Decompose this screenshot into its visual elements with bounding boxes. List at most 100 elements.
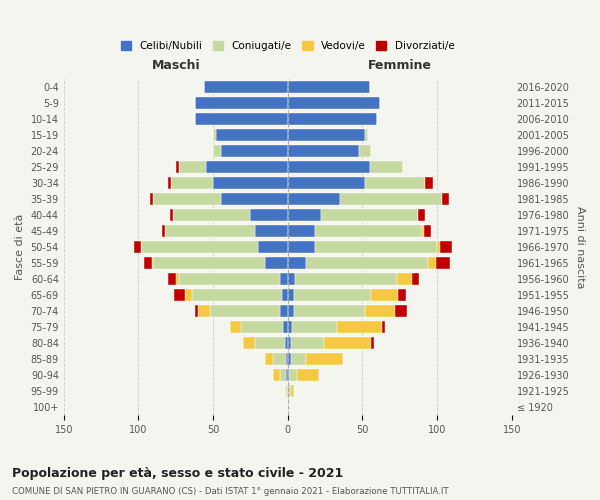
Bar — [230, 321, 241, 333]
Bar — [288, 273, 295, 285]
Bar — [365, 305, 395, 317]
Bar — [265, 353, 273, 365]
Bar — [195, 305, 198, 317]
Bar — [176, 273, 179, 285]
Bar — [382, 321, 385, 333]
Bar — [288, 193, 340, 205]
Bar — [288, 289, 294, 301]
Bar — [295, 273, 397, 285]
Bar — [154, 257, 265, 269]
Bar — [288, 113, 377, 125]
Bar — [273, 353, 286, 365]
Bar — [395, 305, 407, 317]
Bar — [243, 337, 255, 349]
Bar — [418, 209, 425, 221]
Text: Maschi: Maschi — [151, 60, 200, 72]
Bar — [288, 96, 380, 108]
Bar — [273, 369, 280, 381]
Bar — [288, 337, 291, 349]
Bar — [340, 193, 442, 205]
Bar — [398, 289, 406, 301]
Bar — [280, 305, 288, 317]
Bar — [288, 161, 370, 173]
Bar — [152, 257, 154, 269]
Bar — [288, 129, 365, 141]
Bar — [288, 257, 305, 269]
Bar — [174, 289, 185, 301]
Bar — [359, 145, 371, 157]
Bar — [314, 225, 422, 237]
Bar — [198, 305, 210, 317]
Bar — [221, 145, 288, 157]
Bar — [337, 321, 382, 333]
Bar — [206, 161, 288, 173]
Bar — [365, 129, 368, 141]
Bar — [288, 145, 359, 157]
Bar — [265, 257, 288, 269]
Bar — [320, 209, 418, 221]
Bar — [195, 96, 288, 108]
Y-axis label: Fasce di età: Fasce di età — [15, 214, 25, 280]
Bar — [286, 385, 288, 397]
Bar — [134, 241, 142, 253]
Bar — [210, 305, 280, 317]
Bar — [213, 145, 221, 157]
Bar — [288, 353, 291, 365]
Bar — [176, 161, 179, 173]
Bar — [213, 129, 216, 141]
Bar — [288, 241, 314, 253]
Bar — [428, 257, 436, 269]
Bar — [216, 129, 288, 141]
Bar — [286, 369, 288, 381]
Bar — [282, 289, 288, 301]
Bar — [145, 257, 152, 269]
Bar — [424, 225, 431, 237]
Bar — [288, 305, 294, 317]
Text: COMUNE DI SAN PIETRO IN GUARANO (CS) - Dati ISTAT 1° gennaio 2021 - Elaborazione: COMUNE DI SAN PIETRO IN GUARANO (CS) - D… — [12, 488, 449, 496]
Bar — [213, 177, 288, 189]
Legend: Celibi/Nubili, Coniugati/e, Vedovi/e, Divorziati/e: Celibi/Nubili, Coniugati/e, Vedovi/e, Di… — [117, 37, 459, 56]
Text: Femmine: Femmine — [368, 60, 432, 72]
Bar — [371, 337, 374, 349]
Bar — [294, 289, 371, 301]
Bar — [291, 353, 305, 365]
Text: Popolazione per età, sesso e stato civile - 2021: Popolazione per età, sesso e stato civil… — [12, 468, 343, 480]
Bar — [280, 369, 286, 381]
Bar — [142, 241, 258, 253]
Bar — [412, 273, 419, 285]
Bar — [291, 385, 294, 397]
Bar — [221, 193, 288, 205]
Bar — [288, 80, 370, 92]
Bar — [151, 193, 154, 205]
Bar — [166, 225, 255, 237]
Bar — [422, 225, 424, 237]
Bar — [442, 193, 449, 205]
Bar — [292, 321, 337, 333]
Bar — [192, 289, 282, 301]
Bar — [323, 337, 371, 349]
Bar — [285, 337, 288, 349]
Bar — [436, 257, 451, 269]
Bar — [288, 385, 291, 397]
Bar — [163, 225, 166, 237]
Bar — [288, 209, 320, 221]
Bar — [280, 273, 288, 285]
Bar — [371, 289, 398, 301]
Bar — [204, 80, 288, 92]
Bar — [285, 385, 286, 397]
Bar — [288, 177, 365, 189]
Bar — [195, 113, 288, 125]
Bar — [185, 289, 192, 301]
Bar — [425, 177, 433, 189]
Bar — [288, 321, 292, 333]
Bar — [397, 273, 412, 285]
Bar — [289, 369, 297, 381]
Bar — [294, 305, 365, 317]
Bar — [179, 273, 280, 285]
Bar — [314, 241, 437, 253]
Bar — [258, 241, 288, 253]
Bar — [370, 161, 403, 173]
Bar — [173, 209, 250, 221]
Bar — [288, 225, 314, 237]
Bar — [286, 353, 288, 365]
